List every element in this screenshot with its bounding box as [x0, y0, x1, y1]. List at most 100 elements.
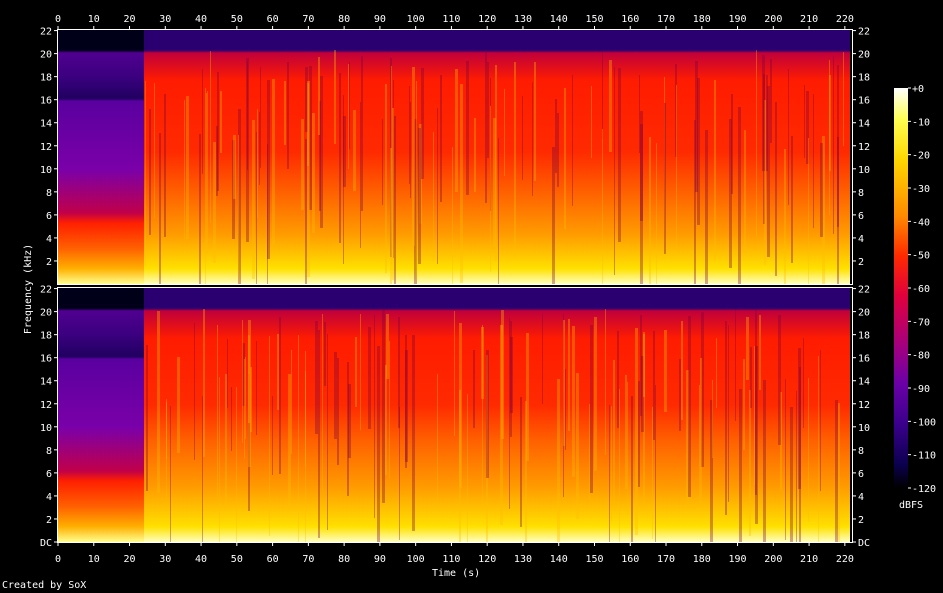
- y-tick-label-right: 18: [858, 331, 870, 342]
- spectral-streak: [231, 139, 235, 240]
- y-tick-label-right: DC: [858, 538, 870, 549]
- spectral-streak: [386, 314, 390, 379]
- spectral-streak: [653, 330, 655, 441]
- spectral-streak: [651, 406, 653, 539]
- spectral-streak: [500, 309, 504, 439]
- spectral-streak: [557, 113, 560, 187]
- spectral-streak: [663, 329, 667, 412]
- band-low-freq: [58, 30, 852, 284]
- y-tick-label-right: 12: [858, 142, 870, 153]
- spectral-streak: [198, 134, 201, 284]
- x-tick-label-bottom: 190: [729, 554, 747, 565]
- x-axis-label: Time (s): [432, 568, 481, 579]
- y-tick-label-right: 12: [858, 400, 870, 411]
- spectral-streak: [157, 311, 161, 493]
- y-tick-label-right: 8: [858, 188, 864, 199]
- spectral-streak: [359, 313, 361, 430]
- colorbar-tick-label: -120: [912, 484, 936, 495]
- spectral-streak: [170, 406, 172, 542]
- spectral-streak: [284, 81, 287, 145]
- spectral-streak: [164, 94, 167, 237]
- spectral-streak: [412, 67, 416, 247]
- y-tick-label-left: 6: [46, 469, 52, 480]
- colorbar-tick-label: +0: [912, 84, 924, 95]
- spectral-streak: [304, 350, 306, 542]
- spectral-streak: [319, 100, 322, 211]
- spectral-streak: [494, 64, 497, 262]
- y-tick-label-right: 16: [858, 96, 870, 107]
- spectral-streak: [301, 119, 305, 210]
- y-tick-label-right: 20: [858, 308, 870, 319]
- spectral-streak: [695, 61, 699, 192]
- spectral-streak: [266, 79, 270, 260]
- spectral-streak: [756, 50, 758, 237]
- spectral-streak: [233, 135, 237, 200]
- spectral-streak: [202, 395, 204, 542]
- spectral-streak: [397, 316, 400, 429]
- spectral-streak: [533, 62, 536, 181]
- spectral-streak: [415, 81, 417, 280]
- x-tick-label-top: 200: [764, 14, 782, 25]
- spectral-streak: [305, 371, 307, 467]
- y-axis-label: Frequency (kHz): [23, 243, 34, 335]
- spectral-streak: [748, 389, 751, 536]
- y-tick-label-left: 4: [46, 492, 52, 503]
- x-tick-label-bottom: 80: [338, 554, 350, 565]
- spectral-streak: [486, 354, 489, 542]
- spectral-streak: [256, 131, 258, 284]
- spectral-streak: [761, 55, 765, 171]
- spectral-streak: [224, 374, 227, 510]
- spectral-streak: [687, 316, 691, 497]
- x-tick-label-bottom: 200: [764, 554, 782, 565]
- spectral-streak: [627, 381, 629, 516]
- x-tick-label-bottom: 0: [55, 554, 61, 565]
- x-tick-label-bottom: 20: [124, 554, 136, 565]
- y-tick-label-left: DC: [40, 538, 52, 549]
- spectral-streak: [513, 62, 516, 257]
- spectral-streak: [564, 368, 566, 450]
- spectral-streak: [762, 380, 766, 542]
- spectral-streak: [686, 369, 690, 502]
- spectral-streak: [725, 321, 728, 516]
- spectral-streak: [737, 107, 741, 284]
- spectral-streak: [807, 378, 809, 523]
- spectral-streak: [146, 344, 149, 492]
- spectral-streak: [165, 401, 167, 499]
- colorbar-tick-label: -110: [912, 451, 936, 462]
- spectral-streak: [260, 66, 262, 169]
- spectral-streak: [753, 345, 755, 486]
- spectral-streak: [334, 352, 338, 439]
- x-tick-label-bottom: 210: [800, 554, 818, 565]
- spectral-streak: [203, 309, 206, 457]
- colorbar-tick-label: -100: [912, 417, 936, 428]
- y-tick-label-left: 12: [40, 400, 52, 411]
- y-tick-label-left: 10: [40, 165, 52, 176]
- spectral-streak: [202, 68, 203, 175]
- colorbar-tick-label: -90: [912, 384, 930, 395]
- y-tick-label-left: 20: [40, 50, 52, 61]
- x-tick-label-bottom: 180: [693, 554, 711, 565]
- y-tick-label-left: 16: [40, 96, 52, 107]
- spectral-streak: [743, 129, 746, 253]
- spectral-streak: [631, 396, 634, 542]
- spectral-streak: [605, 308, 607, 456]
- spectral-streak: [504, 88, 506, 177]
- spectral-streak: [838, 403, 841, 542]
- spectral-streak: [520, 396, 523, 527]
- x-tick-label-bottom: 70: [302, 554, 314, 565]
- spectral-streak: [237, 134, 239, 284]
- spectral-streak: [730, 93, 733, 194]
- y-tick-label-right: 18: [858, 73, 870, 84]
- early-segment: [58, 288, 144, 542]
- spectral-streak: [619, 388, 621, 542]
- spectral-streak: [681, 321, 684, 421]
- spectral-streak: [490, 106, 492, 273]
- spectral-streak: [643, 334, 646, 398]
- spectral-streak: [700, 357, 703, 505]
- spectral-streak: [405, 350, 409, 463]
- spectral-streak: [252, 119, 256, 279]
- x-tick-label-top: 150: [585, 14, 603, 25]
- spectral-streak: [437, 373, 439, 510]
- x-tick-label-bottom: 150: [585, 554, 603, 565]
